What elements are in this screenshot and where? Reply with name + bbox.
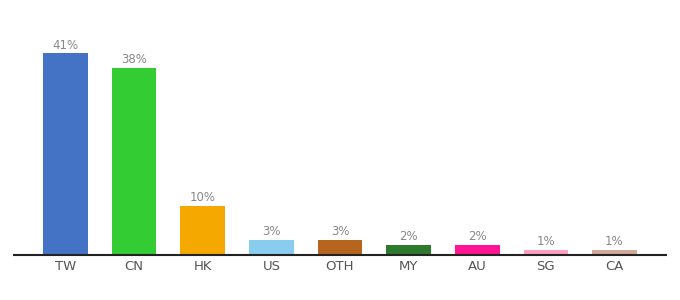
Text: 1%: 1% xyxy=(605,235,624,248)
Text: 10%: 10% xyxy=(190,191,216,204)
Bar xyxy=(249,240,294,255)
Bar xyxy=(180,206,225,255)
Bar xyxy=(455,245,500,255)
Bar xyxy=(112,68,156,255)
Bar xyxy=(524,250,568,255)
Text: 3%: 3% xyxy=(330,225,350,238)
Text: 38%: 38% xyxy=(121,53,147,66)
Text: 3%: 3% xyxy=(262,225,281,238)
Text: 1%: 1% xyxy=(537,235,555,248)
Text: 41%: 41% xyxy=(52,38,79,52)
Bar xyxy=(386,245,431,255)
Bar xyxy=(318,240,362,255)
Text: 2%: 2% xyxy=(399,230,418,243)
Bar xyxy=(592,250,636,255)
Bar xyxy=(44,53,88,255)
Text: 2%: 2% xyxy=(468,230,486,243)
